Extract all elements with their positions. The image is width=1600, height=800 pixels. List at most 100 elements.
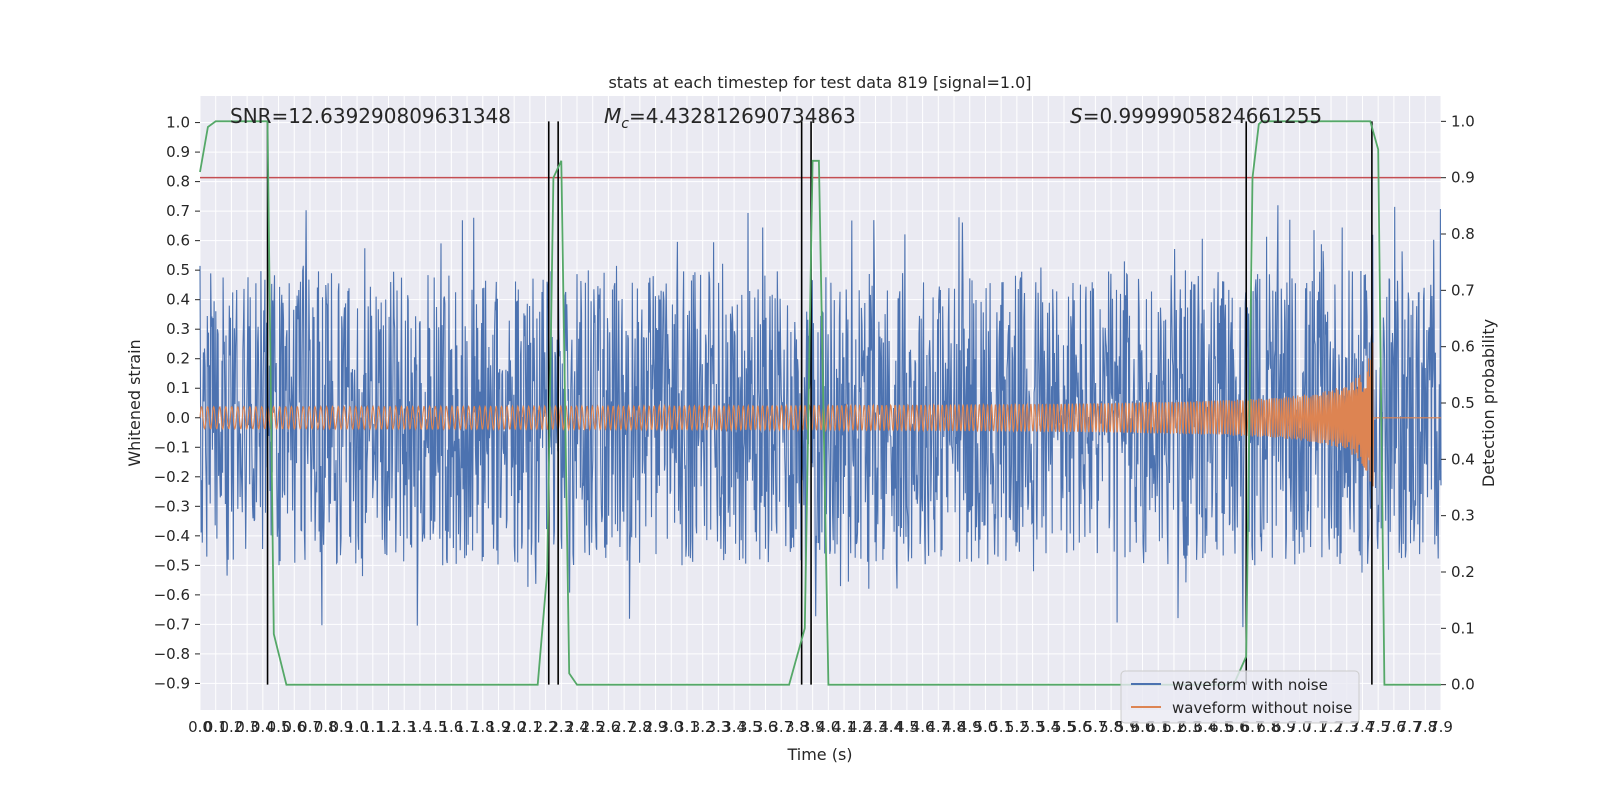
chirp-mass-symbol: M <box>604 104 621 128</box>
x-tick-label: 3.8 <box>785 718 809 736</box>
left-tick-label: −0.5 <box>154 556 190 574</box>
legend: waveform with noise waveform without noi… <box>1120 670 1360 724</box>
left-tick-label: 0.3 <box>166 320 190 338</box>
x-tick-label: 0.3 <box>235 718 259 736</box>
x-tick-label: 2.8 <box>628 718 652 736</box>
left-tick-label: 0.0 <box>166 409 190 427</box>
right-tick-label: 0.5 <box>1451 394 1475 412</box>
plot-series <box>199 120 1442 686</box>
x-tick-label: 3.4 <box>722 718 746 736</box>
x-tick-label: 0.8 <box>314 718 338 736</box>
x-tick-label: 5.7 <box>1083 718 1107 736</box>
x-tick-label: 4.1 <box>832 718 856 736</box>
left-tick-label: 1.0 <box>166 114 190 132</box>
x-tick-label: 2.9 <box>644 718 668 736</box>
x-tick-label: 2.4 <box>565 718 589 736</box>
x-tick-label: 2.6 <box>597 718 621 736</box>
snr-annotation: SNR=12.639290809631348 <box>230 104 511 128</box>
x-tick-label: 4.6 <box>911 718 935 736</box>
chirp-mass-subscript: c <box>621 116 629 132</box>
x-tick-label: 1.2 <box>377 718 401 736</box>
x-tick-label: 1.5 <box>424 718 448 736</box>
left-tick-label: −0.8 <box>154 645 190 663</box>
x-tick-label: 5.4 <box>1036 718 1060 736</box>
left-tick-label: −0.2 <box>154 468 190 486</box>
x-tick-label: 1.3 <box>392 718 416 736</box>
left-tick-label: −0.7 <box>154 615 190 633</box>
left-axis-title: Whitened strain <box>125 339 144 466</box>
score-value: =0.9999905824661255 <box>1083 104 1322 128</box>
x-tick-label: 0.5 <box>267 718 291 736</box>
left-tick-label: 0.5 <box>166 261 190 279</box>
x-tick-label: 4.2 <box>848 718 872 736</box>
x-tick-label: 3.7 <box>769 718 793 736</box>
x-tick-label: 2.2 <box>534 718 558 736</box>
x-tick-label: 7.7 <box>1398 718 1422 736</box>
left-tick-label: −0.1 <box>154 438 190 456</box>
left-tick-label: 0.9 <box>166 143 190 161</box>
x-tick-label: 2.1 <box>518 718 542 736</box>
right-tick-label: 0.0 <box>1451 676 1475 694</box>
legend-label-clean: waveform without noise <box>1172 699 1352 717</box>
right-axis-ticks: 0.0 0.1 0.2 0.3 0.4 0.5 0.6 0.7 0.8 0.9 1.0 <box>1441 112 1475 694</box>
x-tick-label: 0.6 <box>282 718 306 736</box>
series-detection-probability <box>199 120 1441 686</box>
x-tick-label: 0.2 <box>219 718 243 736</box>
legend-label-noise: waveform with noise <box>1172 676 1328 694</box>
x-tick-label: 4.9 <box>958 718 982 736</box>
x-tick-label: 0.7 <box>298 718 322 736</box>
x-tick-label: 3.2 <box>691 718 715 736</box>
x-tick-label: 1.8 <box>471 718 495 736</box>
score-annotation: S=0.9999905824661255 <box>1070 104 1322 128</box>
x-tick-label: 1.6 <box>439 718 463 736</box>
right-axis-title: Detection probability <box>1479 319 1498 487</box>
x-tick-label: 2.0 <box>502 718 526 736</box>
right-tick-label: 0.1 <box>1451 619 1475 637</box>
series-waveform-without-noise <box>199 342 1441 487</box>
x-tick-label: 5.0 <box>974 718 998 736</box>
x-tick-label: 5.2 <box>1005 718 1029 736</box>
right-tick-label: 0.9 <box>1451 169 1475 187</box>
x-tick-label: 0.1 <box>204 718 228 736</box>
x-tick-label: 2.5 <box>581 718 605 736</box>
left-tick-label: −0.6 <box>154 586 190 604</box>
left-axis-ticks: −0.9 −0.8 −0.7 −0.6 −0.5 −0.4 −0.3 −0.2 −0.1 0.0 0… <box>154 114 200 692</box>
left-tick-label: −0.4 <box>154 527 190 545</box>
x-tick-label: 1.1 <box>361 718 385 736</box>
x-tick-label: 7.5 <box>1366 718 1390 736</box>
x-tick-label: 4.7 <box>926 718 950 736</box>
x-tick-label: 3.1 <box>675 718 699 736</box>
x-tick-label: 7.6 <box>1382 718 1406 736</box>
right-tick-label: 0.4 <box>1451 450 1475 468</box>
left-tick-label: 0.1 <box>166 379 190 397</box>
x-tick-label: 2.7 <box>612 718 636 736</box>
legend-box <box>1120 670 1360 724</box>
left-tick-label: 0.4 <box>166 291 190 309</box>
x-tick-label: 3.5 <box>738 718 762 736</box>
x-axis-title: Time (s) <box>786 745 852 764</box>
chirp-mass-value: =4.432812690734863 <box>629 104 856 128</box>
right-tick-label: 0.2 <box>1451 563 1475 581</box>
left-tick-label: 0.7 <box>166 202 190 220</box>
right-tick-label: 0.8 <box>1451 225 1475 243</box>
x-tick-label: 1.4 <box>408 718 432 736</box>
x-tick-label: 0.0 <box>188 718 212 736</box>
x-tick-label: 7.9 <box>1429 718 1453 736</box>
x-tick-label: 3.3 <box>706 718 730 736</box>
x-tick-label: 2.3 <box>549 718 573 736</box>
left-tick-label: 0.6 <box>166 232 190 250</box>
x-tick-label: 4.5 <box>895 718 919 736</box>
left-tick-label: −0.9 <box>154 674 190 692</box>
x-tick-label: 3.6 <box>754 718 778 736</box>
x-tick-label: 0.9 <box>329 718 353 736</box>
x-tick-label: 5.3 <box>1021 718 1045 736</box>
x-tick-label: 4.4 <box>879 718 903 736</box>
x-tick-label: 4.0 <box>816 718 840 736</box>
left-tick-label: −0.3 <box>154 497 190 515</box>
left-tick-label: 0.8 <box>166 173 190 191</box>
x-tick-label: 4.3 <box>864 718 888 736</box>
score-symbol: S <box>1070 104 1083 128</box>
series-waveform-with-noise <box>199 205 1442 628</box>
right-tick-label: 0.6 <box>1451 338 1475 356</box>
